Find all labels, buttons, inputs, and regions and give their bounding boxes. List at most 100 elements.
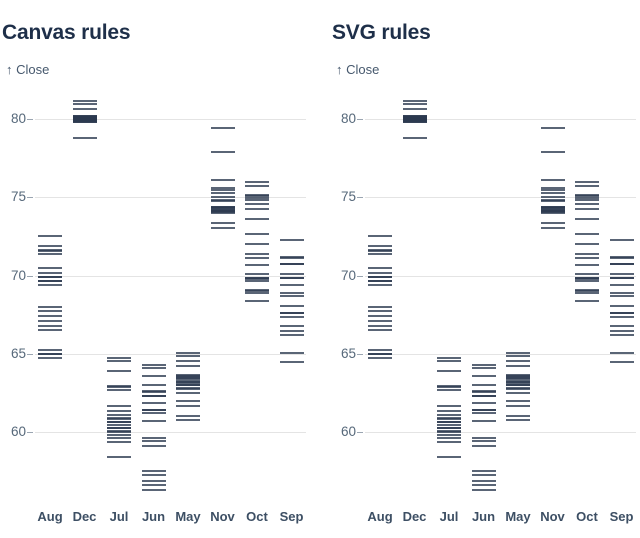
rule-mark bbox=[402, 103, 427, 106]
rule-mark bbox=[107, 405, 131, 408]
y-tick-label: 70 bbox=[10, 267, 26, 283]
rule-mark bbox=[176, 405, 200, 408]
rule-mark bbox=[437, 360, 461, 363]
rule-mark bbox=[210, 212, 235, 215]
gridline bbox=[365, 353, 636, 355]
rule-mark bbox=[279, 333, 304, 336]
rule-mark bbox=[368, 315, 392, 318]
y-tick bbox=[27, 275, 33, 277]
rule-mark bbox=[471, 412, 496, 415]
rule-mark bbox=[368, 271, 392, 274]
rule-mark bbox=[72, 121, 97, 124]
rule-mark bbox=[437, 417, 461, 420]
rule-mark bbox=[141, 473, 166, 476]
rule-mark bbox=[245, 180, 269, 183]
rule-mark bbox=[575, 242, 599, 245]
rule-mark bbox=[210, 196, 235, 199]
rule-mark bbox=[437, 455, 461, 458]
rule-mark bbox=[368, 356, 392, 359]
rule-mark bbox=[540, 187, 565, 190]
rule-mark bbox=[609, 315, 634, 318]
rule-mark bbox=[210, 189, 235, 192]
y-tick bbox=[357, 432, 363, 433]
rule-mark bbox=[141, 437, 166, 440]
rule-mark bbox=[279, 361, 304, 364]
gridline bbox=[365, 432, 636, 433]
rule-mark bbox=[210, 222, 235, 225]
rule-mark bbox=[107, 441, 131, 444]
x-tick-label: Jun bbox=[141, 509, 166, 524]
rule-mark bbox=[471, 473, 496, 476]
rule-mark bbox=[368, 348, 392, 351]
rule-mark bbox=[402, 108, 427, 111]
rule-mark bbox=[245, 292, 269, 295]
rule-mark bbox=[176, 418, 200, 421]
rule-mark bbox=[141, 412, 166, 415]
rule-mark bbox=[609, 361, 634, 364]
rule-mark bbox=[437, 437, 461, 440]
rule-mark bbox=[471, 440, 496, 443]
rule-mark bbox=[141, 483, 166, 486]
rule-mark bbox=[107, 423, 131, 426]
rule-mark bbox=[368, 235, 392, 238]
rule-mark bbox=[279, 312, 304, 315]
rule-mark bbox=[437, 405, 461, 408]
y-tick-label: 75 bbox=[340, 189, 356, 205]
rule-mark bbox=[176, 387, 200, 390]
rule-mark bbox=[471, 395, 496, 398]
panel-canvas: Canvas rules ↑ Close 80 75 70 65 60 Aug Dec Jul… bbox=[2, 21, 306, 524]
rule-mark bbox=[609, 330, 634, 333]
rule-mark bbox=[245, 299, 269, 302]
rule-mark bbox=[245, 252, 269, 255]
rule-mark bbox=[368, 319, 392, 322]
rule-mark bbox=[575, 252, 599, 255]
rule-mark bbox=[107, 385, 131, 388]
rule-mark bbox=[141, 420, 166, 423]
rule-mark bbox=[402, 137, 427, 140]
rule-mark bbox=[141, 409, 166, 412]
rule-mark bbox=[245, 242, 269, 245]
x-tick-label: Oct bbox=[576, 509, 598, 524]
rule-mark bbox=[245, 256, 269, 259]
x-tick-label: Oct bbox=[246, 509, 268, 524]
rule-mark bbox=[368, 305, 392, 308]
x-tick-label: Nov bbox=[540, 509, 565, 524]
rule-mark bbox=[38, 352, 62, 355]
gridline bbox=[35, 353, 306, 355]
rule-mark bbox=[107, 427, 131, 430]
rule-mark bbox=[437, 388, 461, 391]
rule-mark bbox=[210, 198, 235, 201]
rule-mark bbox=[279, 305, 304, 308]
rule-mark bbox=[38, 250, 62, 253]
rule-mark bbox=[72, 103, 97, 106]
rule-mark bbox=[72, 108, 97, 111]
rule-mark bbox=[107, 414, 131, 417]
y-tick bbox=[357, 275, 363, 277]
rule-mark bbox=[279, 256, 304, 259]
rule-mark bbox=[575, 299, 599, 302]
panel-title-canvas: Canvas rules bbox=[2, 21, 131, 44]
rule-mark bbox=[141, 395, 166, 398]
rule-mark bbox=[210, 150, 235, 153]
rule-mark bbox=[575, 203, 599, 206]
rule-mark bbox=[609, 305, 634, 308]
rule-mark bbox=[38, 356, 62, 359]
rule-mark bbox=[506, 380, 530, 383]
y-tick bbox=[27, 197, 33, 199]
rule-mark bbox=[245, 194, 269, 197]
rule-mark bbox=[141, 375, 166, 378]
rule-mark bbox=[107, 417, 131, 420]
rule-mark bbox=[506, 405, 530, 408]
rule-mark bbox=[141, 366, 166, 369]
y-tick bbox=[357, 353, 363, 355]
rule-mark bbox=[210, 179, 235, 182]
rule-mark bbox=[141, 402, 166, 405]
rule-mark bbox=[575, 199, 599, 202]
x-tick-label: Jun bbox=[471, 509, 496, 524]
rule-mark bbox=[575, 273, 599, 276]
rule-mark bbox=[72, 99, 97, 102]
rule-mark bbox=[176, 374, 200, 377]
rule-mark bbox=[575, 232, 599, 235]
gridline bbox=[35, 432, 306, 433]
